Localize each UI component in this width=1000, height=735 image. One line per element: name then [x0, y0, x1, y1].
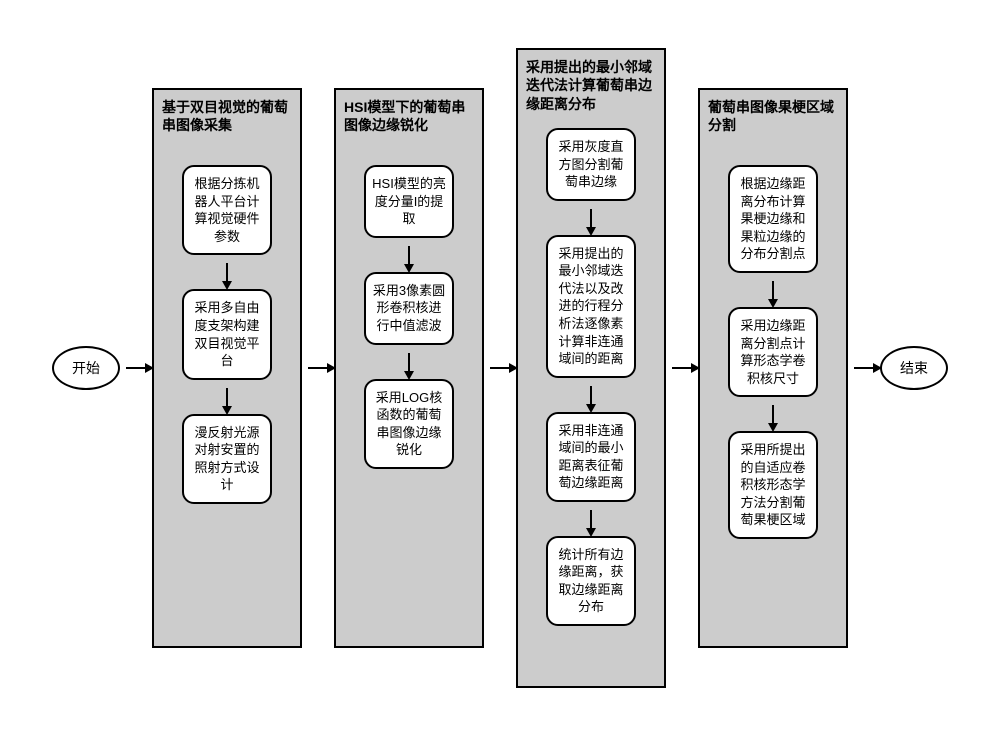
- arrow-right-icon: [854, 367, 874, 369]
- arrow-right-icon: [126, 367, 146, 369]
- stage-2-steps: HSI模型的亮度分量I的提取 采用3像素圆形卷积核进行中值滤波 采用LOG核函数…: [364, 145, 454, 631]
- step: 漫反射光源对射安置的照射方式设计: [182, 414, 272, 504]
- step: 统计所有边缘距离，获取边缘距离分布: [546, 536, 636, 626]
- step: 根据分拣机器人平台计算视觉硬件参数: [182, 165, 272, 255]
- arrow-right-icon: [490, 367, 510, 369]
- end-terminal: 结束: [880, 346, 948, 390]
- step: 采用3像素圆形卷积核进行中值滤波: [364, 272, 454, 345]
- start-terminal: 开始: [52, 346, 120, 390]
- stage-3: 采用提出的最小邻域迭代法计算葡萄串边缘距离分布 采用灰度直方图分割葡萄串边缘 采…: [516, 48, 666, 688]
- step: 采用LOG核函数的葡萄串图像边缘锐化: [364, 379, 454, 469]
- stage-1: 基于双目视觉的葡萄串图像采集 根据分拣机器人平台计算视觉硬件参数 采用多自由度支…: [152, 88, 302, 648]
- step: 采用边缘距离分割点计算形态学卷积核尺寸: [728, 307, 818, 397]
- step: 采用提出的最小邻域迭代法以及改进的行程分析法逐像素计算非连通域间的距离: [546, 235, 636, 378]
- step: HSI模型的亮度分量I的提取: [364, 165, 454, 238]
- stage-3-title: 采用提出的最小邻域迭代法计算葡萄串边缘距离分布: [526, 58, 656, 115]
- step: 采用非连通域间的最小距离表征葡萄边缘距离: [546, 412, 636, 502]
- step: 采用多自由度支架构建双目视觉平台: [182, 289, 272, 379]
- stage-1-steps: 根据分拣机器人平台计算视觉硬件参数 采用多自由度支架构建双目视觉平台 漫反射光源…: [182, 145, 272, 631]
- stage-2-title: HSI模型下的葡萄串图像边缘锐化: [344, 98, 474, 136]
- end-label: 结束: [900, 358, 928, 378]
- stage-4: 葡萄串图像果梗区域分割 根据边缘距离分布计算果梗边缘和果粒边缘的分布分割点 采用…: [698, 88, 848, 648]
- stage-4-steps: 根据边缘距离分布计算果梗边缘和果粒边缘的分布分割点 采用边缘距离分割点计算形态学…: [728, 145, 818, 631]
- step: 根据边缘距离分布计算果梗边缘和果粒边缘的分布分割点: [728, 165, 818, 273]
- flowchart: 开始 基于双目视觉的葡萄串图像采集 根据分拣机器人平台计算视觉硬件参数 采用多自…: [52, 48, 948, 688]
- stage-2: HSI模型下的葡萄串图像边缘锐化 HSI模型的亮度分量I的提取 采用3像素圆形卷…: [334, 88, 484, 648]
- arrow-right-icon: [308, 367, 328, 369]
- stage-3-steps: 采用灰度直方图分割葡萄串边缘 采用提出的最小邻域迭代法以及改进的行程分析法逐像素…: [546, 124, 636, 671]
- arrow-right-icon: [672, 367, 692, 369]
- step: 采用灰度直方图分割葡萄串边缘: [546, 128, 636, 201]
- stage-1-title: 基于双目视觉的葡萄串图像采集: [162, 98, 292, 136]
- start-label: 开始: [72, 358, 100, 378]
- step: 采用所提出的自适应卷积核形态学方法分割葡萄果梗区域: [728, 431, 818, 539]
- stage-4-title: 葡萄串图像果梗区域分割: [708, 98, 838, 136]
